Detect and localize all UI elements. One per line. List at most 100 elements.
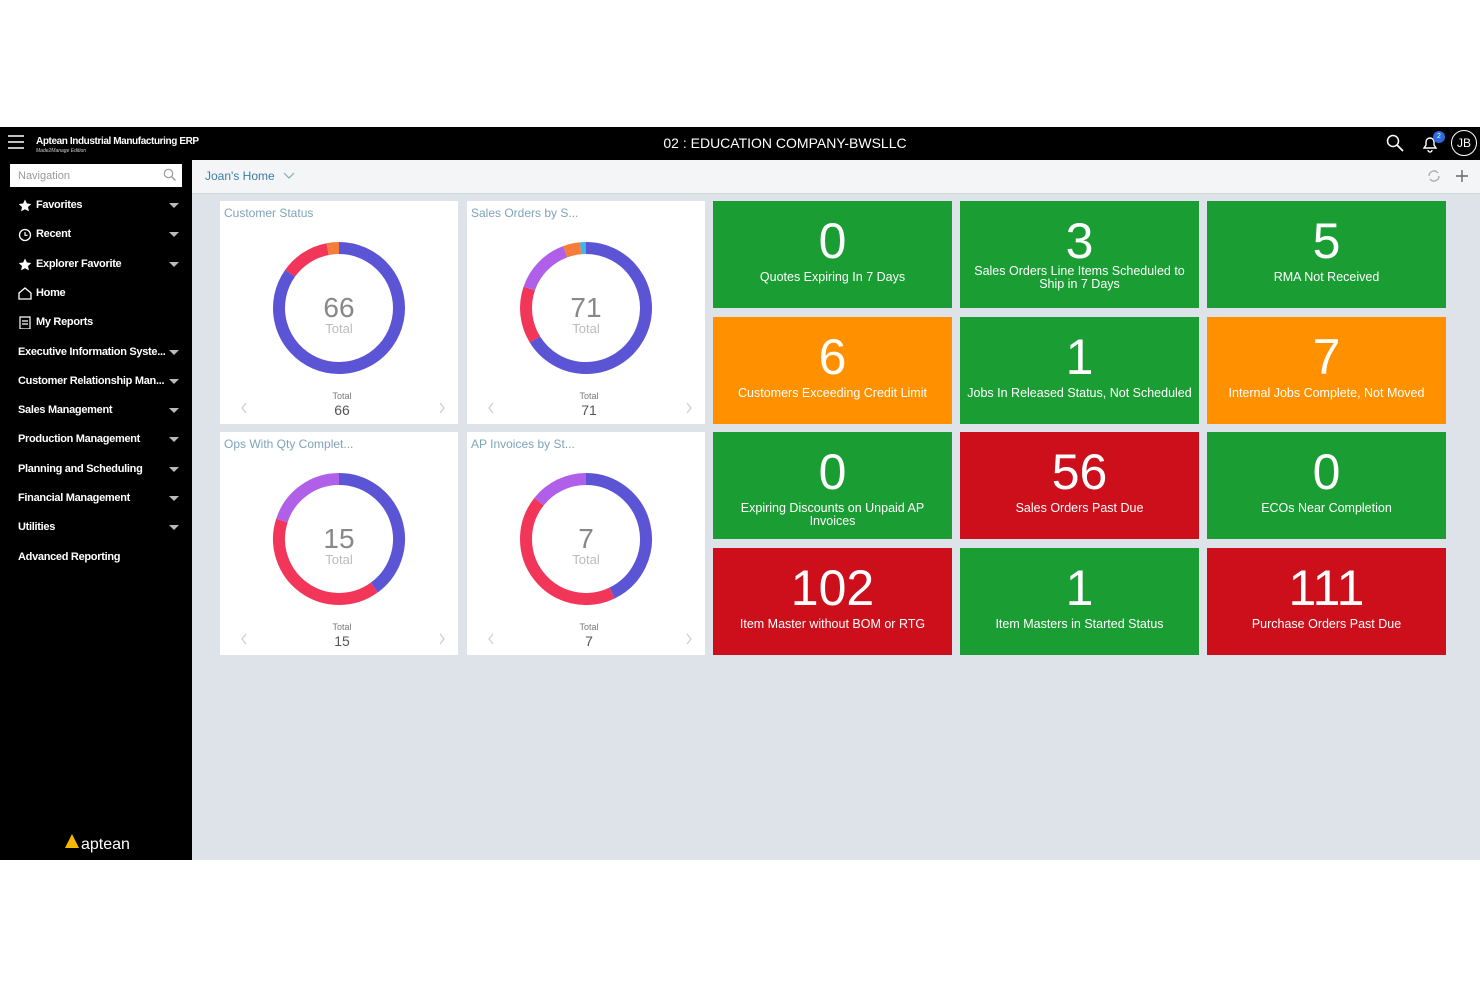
- nav-item[interactable]: Production Management: [0, 425, 192, 454]
- card-title: Customer Status: [224, 206, 314, 220]
- nav-icons: [18, 199, 32, 329]
- donut-segment: [529, 242, 652, 374]
- app-title: Aptean Industrial Manufacturing ERP: [36, 136, 199, 147]
- nav-item[interactable]: Explorer Favorite: [0, 250, 192, 279]
- tile-label: Expiring Discounts on Unpaid AP Invoices: [740, 501, 925, 529]
- donut-segment: [273, 242, 405, 374]
- donut-card[interactable]: AP Invoices by St... 7 Total Total 7: [467, 432, 705, 655]
- tile-value: 111: [1288, 560, 1365, 617]
- footer-total: 7: [585, 633, 593, 649]
- chevron-shape: [169, 525, 179, 531]
- kpi-tile[interactable]: 0 Quotes Expiring In 7 Days: [713, 201, 952, 308]
- kpi-tile[interactable]: 111 Purchase Orders Past Due: [1207, 548, 1446, 656]
- expand-chevron: [169, 261, 179, 267]
- notifications-button[interactable]: [1421, 135, 1439, 153]
- nav-item[interactable]: Executive Information Syste...: [0, 338, 192, 367]
- nav-label: Planning and Scheduling: [18, 462, 143, 475]
- chevron-shape: [169, 378, 179, 384]
- dashboard-title[interactable]: Joan's Home: [205, 169, 275, 183]
- tile-value: 6: [818, 328, 847, 385]
- dashboard: Joan's Home Customer Status 66 Total Total 6…: [192, 160, 1480, 860]
- expand-chevron: [169, 232, 179, 238]
- expand-chevron: [169, 437, 179, 443]
- tile-value: 56: [1051, 444, 1108, 501]
- donut-segment: [338, 473, 405, 593]
- chevron-shape: [169, 437, 179, 443]
- search-button[interactable]: [1386, 134, 1406, 154]
- nav-label: Explorer Favorite: [36, 257, 122, 270]
- next-arrow: [686, 633, 692, 645]
- footer-total-label: Total: [579, 391, 598, 401]
- nav-item[interactable]: Financial Management: [0, 484, 192, 513]
- dashboard-dropdown[interactable]: [283, 172, 295, 180]
- donut-segment: [534, 473, 587, 506]
- sidebar: Navigation Favorites Recent Explorer Favor…: [0, 160, 192, 860]
- next-arrow: [439, 402, 445, 414]
- tile-label: Sales Orders Past Due: [1015, 501, 1144, 516]
- nav-item[interactable]: Utilities: [0, 513, 192, 542]
- nav-item[interactable]: Favorites: [0, 191, 192, 220]
- donut-card[interactable]: Customer Status 66 Total Total 66: [220, 201, 458, 424]
- nav-item[interactable]: My Reports: [0, 308, 192, 337]
- nav-item[interactable]: Customer Relationship Man...: [0, 367, 192, 396]
- kpi-tile[interactable]: 3 Sales Orders Line Items Scheduled to Sh…: [960, 201, 1199, 308]
- nav-item[interactable]: Advanced Reporting: [0, 543, 192, 572]
- nav-label: Sales Management: [18, 404, 113, 417]
- expand-chevron: [169, 466, 179, 472]
- donut-total: 66: [323, 292, 354, 323]
- nav-item[interactable]: Sales Management: [0, 396, 192, 425]
- kpi-tile[interactable]: 0 Expiring Discounts on Unpaid AP Invoice…: [713, 432, 952, 540]
- chevron-shape: [169, 261, 179, 267]
- tile-label: Quotes Expiring In 7 Days: [759, 270, 906, 284]
- kpi-tile[interactable]: 5 RMA Not Received: [1207, 201, 1446, 308]
- tile-label: Item Master without BOM or RTG: [739, 617, 926, 632]
- kpi-tile[interactable]: 102 Item Master without BOM or RTG: [713, 548, 952, 656]
- tile-label: Jobs In Released Status, Not Scheduled: [967, 385, 1192, 400]
- tile-value: 0: [818, 444, 847, 501]
- donut-segment: [520, 286, 541, 343]
- card-title: Sales Orders by S...: [471, 206, 579, 220]
- donut-segment: [276, 473, 340, 523]
- footer-total-label: Total: [332, 622, 351, 632]
- kpi-tile[interactable]: 6 Customers Exceeding Credit Limit: [713, 316, 952, 424]
- footer-total: 66: [334, 402, 350, 418]
- nav-item[interactable]: Recent: [0, 220, 192, 249]
- expand-chevron: [169, 349, 179, 355]
- nav-label: Financial Management: [18, 492, 130, 504]
- navigation-search[interactable]: Navigation: [10, 164, 182, 187]
- search-placeholder: Navigation: [18, 170, 70, 182]
- tile-value: 0: [818, 213, 847, 269]
- add-button[interactable]: [1454, 168, 1470, 184]
- kpi-tile[interactable]: 1 Item Masters in Started Status: [960, 548, 1199, 656]
- app-edition: Made2Manage Edition: [36, 148, 87, 154]
- donut-total: 7: [578, 523, 594, 554]
- kpi-tile[interactable]: 1 Jobs In Released Status, Not Scheduled: [960, 316, 1199, 424]
- chevron-shape: [169, 203, 179, 208]
- chevron-shape: [169, 232, 179, 238]
- kpi-tile[interactable]: 56 Sales Orders Past Due: [960, 432, 1199, 540]
- tile-label: Customers Exceeding Credit Limit: [738, 385, 927, 400]
- expand-chevron: [169, 203, 179, 208]
- donut-segment: [585, 473, 652, 599]
- expand-chevron: [169, 408, 179, 414]
- refresh-button[interactable]: [1426, 168, 1442, 184]
- nav-item[interactable]: Planning and Scheduling: [0, 455, 192, 484]
- tile-label: ECOs Near Completion: [1261, 501, 1392, 516]
- donut-total-label: Total: [572, 552, 600, 567]
- tile-value: 1: [1065, 328, 1094, 385]
- user-avatar[interactable]: JB: [1451, 130, 1477, 156]
- menu-button[interactable]: [8, 135, 24, 149]
- donut-card[interactable]: Ops With Qty Complet... 15 Total Total 15: [220, 432, 458, 655]
- donut-card[interactable]: Sales Orders by S... 71 Total Total 71: [467, 201, 705, 424]
- tile-label: Internal Jobs Complete, Not Moved: [1228, 385, 1425, 400]
- nav-item[interactable]: Home: [0, 279, 192, 308]
- nav-label: Favorites: [36, 199, 83, 211]
- kpi-tile[interactable]: 0 ECOs Near Completion: [1207, 432, 1446, 540]
- kpi-tile[interactable]: 7 Internal Jobs Complete, Not Moved: [1207, 316, 1446, 424]
- donut-total-label: Total: [572, 321, 600, 336]
- tile-value: 3: [1065, 213, 1094, 269]
